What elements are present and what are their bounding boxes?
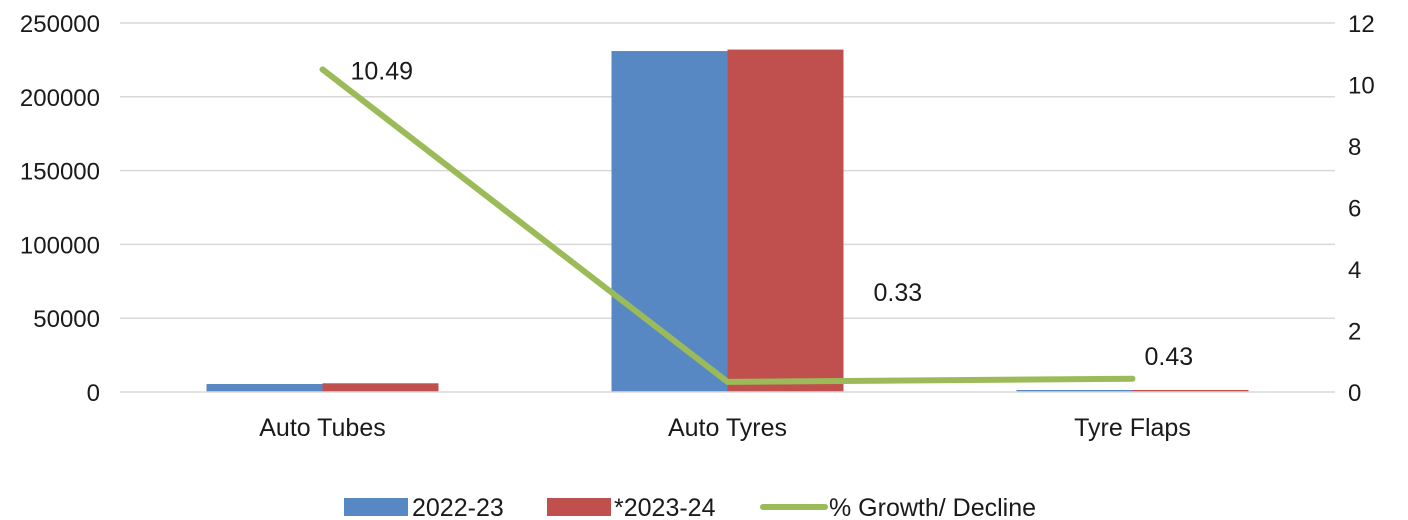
y-left-tick-label: 150000 [20, 159, 100, 186]
bar [322, 383, 439, 392]
legend-label: % Growth/ Decline [829, 494, 1036, 520]
growth-line [319, 66, 1136, 385]
y-left-tick-label: 200000 [20, 85, 100, 112]
line-series [319, 66, 1136, 385]
y-right-tick-label: 12 [1348, 11, 1375, 38]
y-right-tick-label: 10 [1348, 73, 1375, 100]
y-right-tick-label: 0 [1348, 380, 1361, 407]
bar [1016, 390, 1133, 392]
x-category-label: Auto Tubes [259, 414, 385, 442]
legend-label: 2022-23 [412, 494, 504, 520]
legend-label: *2023-24 [614, 494, 716, 520]
bar [1132, 390, 1249, 392]
bar-series [206, 49, 1249, 393]
y-left-tick-label: 50000 [33, 306, 100, 333]
y-left-tick-label: 250000 [20, 11, 100, 38]
growth-data-label: 10.49 [351, 57, 414, 85]
y-left-tick-label: 100000 [20, 232, 100, 259]
x-category-label: Auto Tyres [668, 414, 787, 442]
y-right-tick-label: 4 [1348, 257, 1361, 284]
y-right-tick-label: 2 [1348, 319, 1361, 346]
data-labels: 10.49 0.33 0.43 [351, 57, 1194, 370]
y-right-tick-label: 6 [1348, 196, 1361, 223]
legend-swatch [547, 498, 611, 516]
x-category-label: Tyre Flaps [1074, 414, 1191, 442]
growth-data-label: 0.43 [1145, 343, 1194, 371]
bar [206, 384, 323, 392]
legend: 2022-23 *2023-24 % Growth/ Decline [344, 494, 1036, 520]
legend-swatch [344, 498, 408, 516]
bar [727, 49, 844, 393]
axes: 0 50000 100000 150000 200000 250000 0 2 4 6 8 10 12 A… [20, 11, 1375, 442]
y-right-tick-label: 8 [1348, 134, 1361, 161]
growth-data-label: 0.33 [874, 279, 923, 307]
y-left-tick-label: 0 [87, 380, 100, 407]
